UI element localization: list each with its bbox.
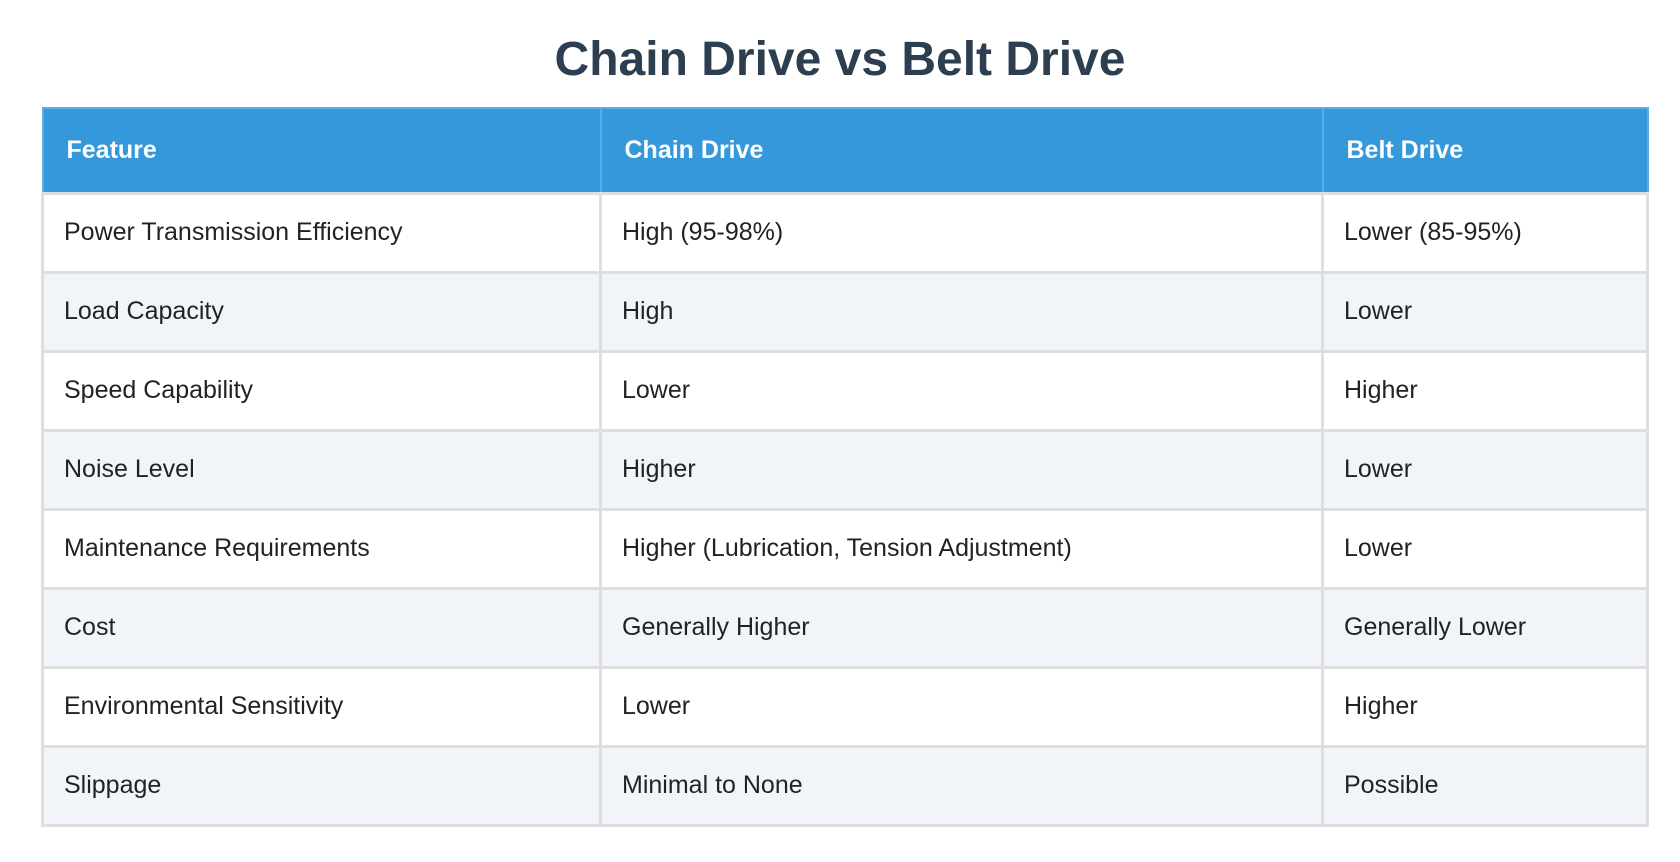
header-feature: Feature (41, 107, 602, 194)
belt-drive-cell: Generally Lower (1321, 586, 1649, 669)
belt-drive-cell: Lower (1321, 428, 1649, 511)
table-row: Environmental Sensitivity Lower Higher (41, 665, 1649, 748)
feature-cell: Load Capacity (41, 270, 602, 353)
header-row: Feature Chain Drive Belt Drive (41, 107, 1649, 194)
belt-drive-cell: Lower (1321, 270, 1649, 353)
feature-cell: Noise Level (41, 428, 602, 511)
table-row: Maintenance Requirements Higher (Lubrica… (41, 507, 1649, 590)
table-row: Speed Capability Lower Higher (41, 349, 1649, 432)
feature-cell: Power Transmission Efficiency (41, 191, 602, 274)
feature-cell: Cost (41, 586, 602, 669)
header-belt-drive: Belt Drive (1321, 107, 1649, 194)
belt-drive-cell: Higher (1321, 665, 1649, 748)
belt-drive-cell: Lower (1321, 507, 1649, 590)
belt-drive-cell: Possible (1321, 744, 1649, 827)
belt-drive-cell: Higher (1321, 349, 1649, 432)
feature-cell: Environmental Sensitivity (41, 665, 602, 748)
chain-drive-cell: Lower (599, 665, 1324, 748)
belt-drive-cell: Lower (85-95%) (1321, 191, 1649, 274)
chain-drive-cell: Higher (599, 428, 1324, 511)
table-row: Noise Level Higher Lower (41, 428, 1649, 511)
feature-cell: Slippage (41, 744, 602, 827)
comparison-table: Feature Chain Drive Belt Drive Power Tra… (41, 107, 1649, 827)
chain-drive-cell: High (599, 270, 1324, 353)
table-row: Power Transmission Efficiency High (95-9… (41, 191, 1649, 274)
chain-drive-cell: Lower (599, 349, 1324, 432)
table-row: Cost Generally Higher Generally Lower (41, 586, 1649, 669)
header-chain-drive: Chain Drive (599, 107, 1324, 194)
feature-cell: Maintenance Requirements (41, 507, 602, 590)
chain-drive-cell: Higher (Lubrication, Tension Adjustment) (599, 507, 1324, 590)
page-title: Chain Drive vs Belt Drive (554, 33, 1126, 86)
chain-drive-cell: Minimal to None (599, 744, 1324, 827)
table-row: Load Capacity High Lower (41, 270, 1649, 353)
chain-drive-cell: High (95-98%) (599, 191, 1324, 274)
feature-cell: Speed Capability (41, 349, 602, 432)
chain-drive-cell: Generally Higher (599, 586, 1324, 669)
table-row: Slippage Minimal to None Possible (41, 744, 1649, 827)
